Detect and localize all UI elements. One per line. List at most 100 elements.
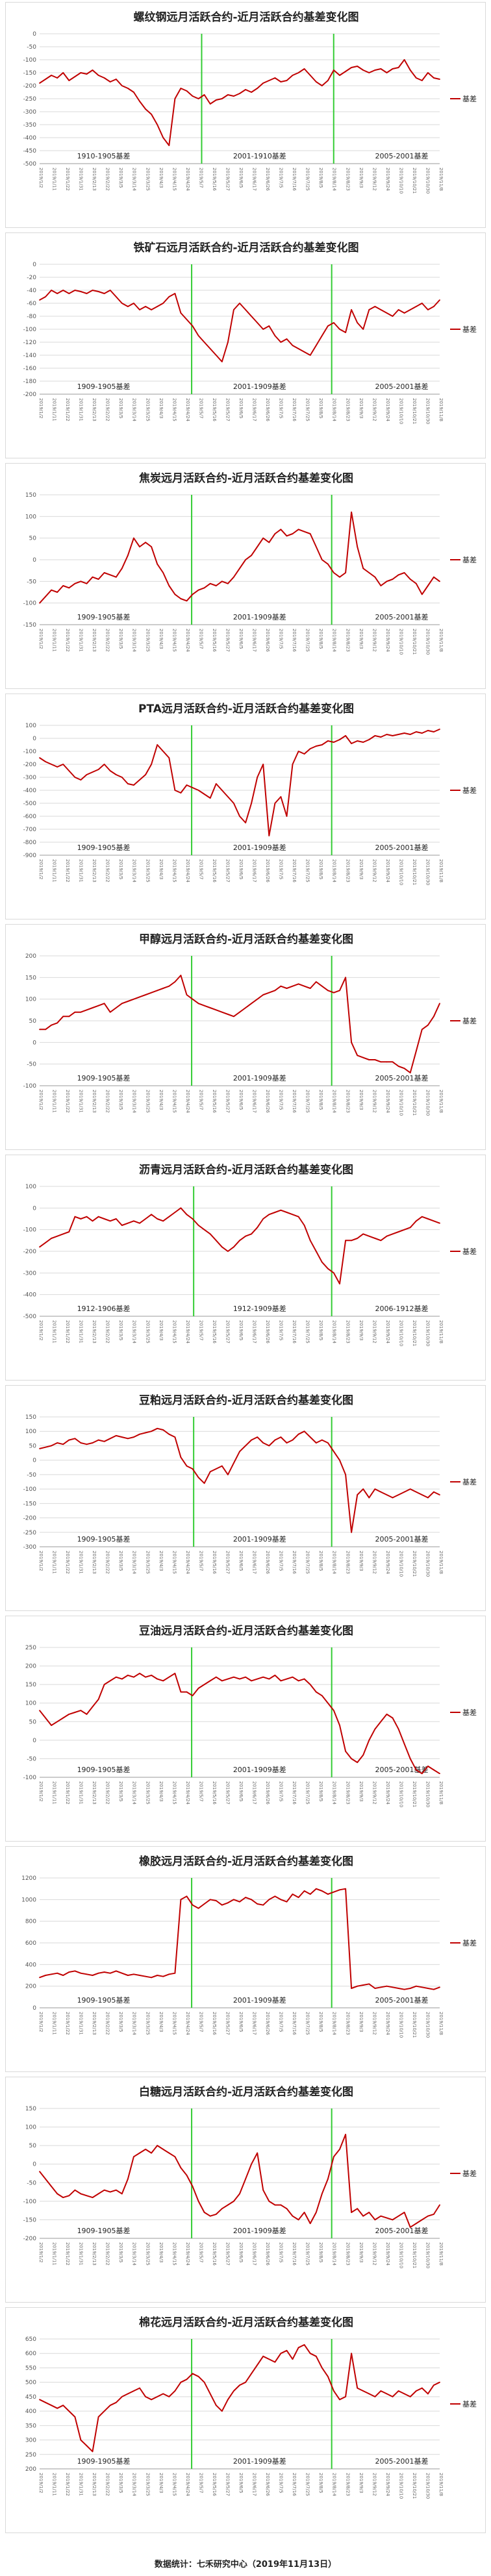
data-point	[374, 2395, 376, 2397]
data-point	[174, 1212, 176, 1213]
data-point	[109, 574, 111, 576]
data-point	[280, 529, 282, 531]
data-point	[368, 572, 370, 573]
data-point	[403, 1068, 405, 1069]
data-point	[392, 2219, 394, 2221]
series-line-basis	[39, 2344, 440, 2453]
data-point	[92, 1706, 94, 1708]
data-point	[280, 2204, 282, 2206]
x-tick-label: 2019/1/2	[38, 1781, 44, 1801]
data-point	[262, 1904, 264, 1906]
data-point	[227, 2204, 229, 2206]
x-tick-label: 2019/5/16	[212, 629, 217, 652]
data-point	[274, 2361, 276, 2363]
data-point	[203, 94, 205, 95]
data-point	[186, 1214, 188, 1216]
data-point	[292, 1676, 294, 1678]
period-label: 2005-2001基差	[375, 382, 428, 391]
data-point	[209, 103, 211, 105]
data-point	[68, 1713, 70, 1715]
data-point	[321, 744, 323, 745]
data-point	[380, 1240, 382, 1242]
x-tick-label: 2019/1/31	[79, 2012, 84, 2035]
data-point	[245, 1235, 246, 1237]
x-tick-label: 2019/1/31	[79, 1781, 84, 1805]
y-tick-label: -400	[23, 1292, 37, 1299]
x-tick-label: 2019/7/5	[279, 1551, 284, 1571]
data-point	[215, 1676, 217, 1678]
data-point	[151, 1431, 153, 1432]
y-tick-label: -300	[23, 775, 37, 781]
data-point	[357, 1238, 359, 1239]
x-tick-label: 2019/1/22	[65, 168, 70, 191]
data-point	[162, 1680, 164, 1682]
data-point	[127, 555, 129, 556]
x-tick-label: 2019/1/11	[52, 168, 57, 191]
data-point	[392, 68, 394, 69]
data-point	[151, 2152, 153, 2154]
data-point	[409, 734, 411, 735]
data-point	[286, 80, 288, 81]
y-tick-label: 150	[25, 1682, 36, 1688]
x-tick-label: 2019/9/24	[385, 629, 390, 652]
chart-title: 甲醇远月活跃合约-近月活跃合约基差变化图	[139, 932, 353, 946]
data-point	[215, 783, 217, 784]
data-point	[392, 1986, 394, 1988]
x-tick-label: 2019/1/11	[52, 859, 57, 882]
x-tick-label: 2019/10/21	[412, 398, 417, 424]
data-point	[139, 2387, 140, 2389]
x-tick-label: 2019/1/31	[79, 2473, 84, 2496]
data-point	[409, 2226, 411, 2228]
data-point	[168, 985, 170, 987]
y-tick-label: 800	[25, 1919, 36, 1925]
data-point	[309, 1894, 311, 1895]
x-tick-label: 2019/8/5	[318, 2473, 323, 2493]
x-tick-label: 2019/3/25	[145, 398, 150, 421]
data-point	[80, 1972, 82, 1974]
data-point	[186, 784, 188, 786]
data-point	[257, 1436, 258, 1438]
y-tick-label: -400	[23, 135, 37, 142]
x-tick-label: 2019/9/24	[385, 168, 390, 191]
y-tick-label: -500	[23, 1314, 37, 1320]
x-tick-label: 2019/3/5	[118, 168, 123, 188]
chart-svg-6: 豆粕远月活跃合约-近月活跃合约基差变化图 -300 -250 -200 -150 -100…	[23, 1394, 477, 1577]
data-point	[339, 2148, 340, 2150]
data-point	[92, 1007, 94, 1008]
data-point	[397, 309, 399, 310]
y-tick-label: 100	[25, 1701, 36, 1707]
data-point	[309, 1684, 311, 1686]
x-tick-label: 2019/5/27	[225, 2473, 230, 2496]
data-point	[127, 783, 129, 784]
data-point	[415, 77, 417, 79]
chart-svg-4: 甲醇远月活跃合约-近月活跃合约基差变化图 -100 -50 0 50 100 150 200 2…	[23, 932, 477, 1116]
data-point	[86, 293, 88, 294]
data-point	[286, 1678, 288, 1680]
data-point	[80, 1011, 82, 1013]
x-tick-label: 2019/1/2	[38, 168, 44, 188]
data-point	[303, 2344, 305, 2345]
x-tick-label: 2019/5/7	[198, 1320, 203, 1340]
data-point	[97, 1216, 99, 1218]
y-tick-label: 1200	[21, 1875, 36, 1882]
data-point	[80, 291, 82, 292]
x-tick-label: 2019/3/5	[118, 1781, 123, 1801]
data-point	[115, 2401, 117, 2403]
data-point	[292, 1894, 294, 1895]
data-point	[274, 1674, 276, 1676]
data-point	[139, 1673, 140, 1674]
data-point	[203, 1684, 205, 1686]
data-point	[333, 2390, 334, 2392]
data-point	[168, 585, 170, 586]
data-point	[103, 572, 105, 573]
data-point	[168, 1676, 170, 1678]
chart-panel-7: 豆油远月活跃合约-近月活跃合约基差变化图 -100 -50 0 50 100 150 200 2…	[5, 1616, 486, 1842]
data-point	[115, 1434, 117, 1436]
x-tick-label: 2019/1/2	[38, 859, 44, 879]
data-point	[197, 1477, 199, 1479]
legend-label: 基差	[462, 1477, 477, 1486]
y-tick-label: -20	[27, 275, 36, 281]
data-point	[145, 1218, 146, 1219]
chart-title: 螺纹钢远月活跃合约-近月活跃合约基差变化图	[133, 10, 359, 24]
x-tick-label: 2019/1/11	[52, 398, 57, 421]
